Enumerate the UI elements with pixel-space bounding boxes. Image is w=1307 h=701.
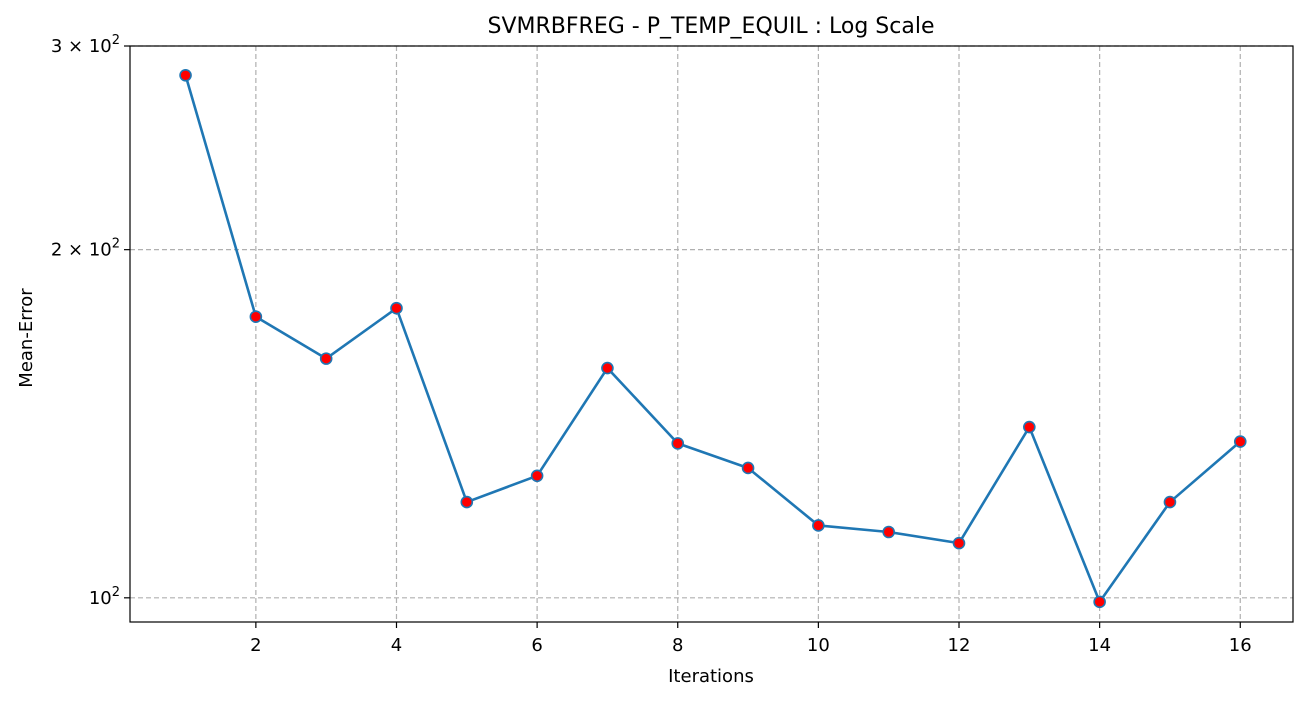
data-point — [1023, 420, 1036, 434]
data-point — [671, 437, 685, 450]
chart-title: SVMRBFREG - P_TEMP_EQUIL : Log Scale — [488, 14, 935, 39]
y-tick-label: 2 × 102 — [51, 237, 120, 261]
x-tick-label: 12 — [948, 635, 971, 656]
plot-frame — [129, 45, 1294, 623]
data-point — [882, 525, 895, 539]
x-tick-label: 16 — [1229, 635, 1252, 656]
data-point — [741, 461, 755, 475]
y-tick-label: 102 — [89, 585, 120, 609]
x-tick-label: 4 — [391, 635, 402, 656]
data-point — [601, 361, 614, 375]
data-point — [249, 310, 263, 324]
y-axis-label: Mean-Error — [16, 288, 37, 388]
x-tick-label: 10 — [807, 635, 830, 656]
data-point — [179, 69, 192, 82]
y-tick-label: 3 × 102 — [51, 33, 120, 57]
data-point — [812, 519, 825, 532]
y-axis: 102 2 × 102 3 × 102 — [51, 33, 130, 609]
x-tick-label: 2 — [250, 635, 261, 656]
data-point — [1093, 595, 1106, 609]
data-point — [1163, 495, 1177, 509]
data-point — [390, 301, 403, 315]
series-line — [184, 74, 1242, 604]
data-point — [530, 469, 544, 483]
x-axis-label: Iterations — [668, 666, 754, 687]
grid — [130, 45, 1293, 622]
data-point — [319, 352, 333, 365]
series-layer — [179, 69, 1247, 609]
x-tick-label: 6 — [531, 635, 542, 656]
x-axis: 2 4 6 8 10 12 14 16 — [250, 622, 1252, 656]
data-point — [1233, 435, 1247, 448]
x-tick-label: 8 — [672, 635, 683, 656]
x-tick-label: 14 — [1088, 635, 1111, 656]
data-point — [460, 495, 474, 509]
data-point — [952, 536, 966, 550]
